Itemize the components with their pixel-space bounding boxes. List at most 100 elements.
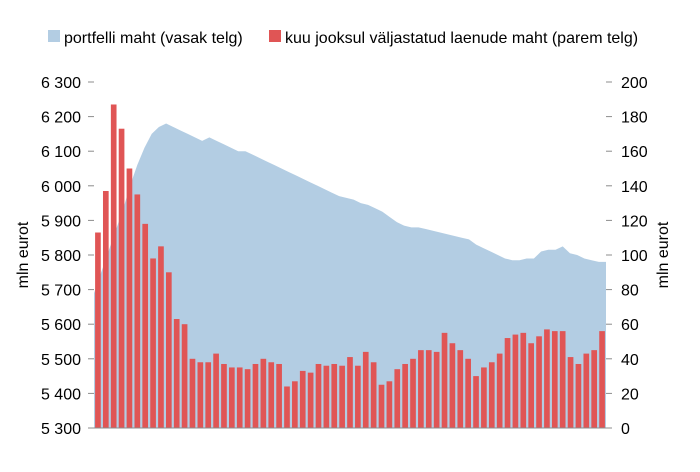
legend-label-loans: kuu jooksul väljastatud laenude maht (pa…: [285, 30, 638, 47]
right-tick-label: 200: [621, 75, 648, 92]
loan-bar: [292, 381, 298, 428]
loan-bar: [567, 357, 574, 428]
legend-label-portfolio: portfelli maht (vasak telg): [64, 30, 243, 47]
loan-bar: [110, 104, 117, 429]
left-tick-label: 6 100: [41, 144, 81, 161]
loan-bar: [118, 128, 125, 428]
loan-bar: [189, 358, 196, 428]
loan-bar: [260, 358, 267, 428]
right-tick-label: 120: [621, 213, 648, 230]
loan-bar: [378, 384, 385, 428]
portfolio-area: [94, 123, 606, 429]
loan-bar: [229, 367, 235, 428]
loan-bar: [134, 194, 141, 428]
loan-bar: [102, 190, 109, 428]
right-tick-label: 80: [621, 283, 639, 300]
left-tick-label: 5 700: [41, 283, 81, 300]
loan-bar: [591, 350, 598, 428]
loan-bar: [150, 258, 156, 428]
left-axis-title: mln eurot: [15, 221, 32, 288]
loan-bar: [394, 369, 401, 428]
right-tick-label: 40: [621, 352, 639, 369]
loan-bar: [142, 223, 149, 428]
loan-bar: [268, 362, 275, 428]
loan-bar: [386, 381, 393, 428]
left-tick-label: 5 800: [41, 248, 81, 265]
loan-bar: [95, 232, 101, 428]
right-tick-label: 100: [621, 248, 648, 265]
left-tick-label: 5 500: [41, 352, 81, 369]
right-tick-label: 0: [621, 421, 630, 438]
loan-bar: [504, 338, 511, 428]
loan-bar: [449, 343, 456, 428]
loan-bar: [418, 350, 424, 428]
loan-bar: [544, 329, 550, 428]
loan-bar: [347, 357, 353, 428]
loan-bar: [181, 324, 188, 428]
loan-bar: [410, 358, 416, 428]
loan-bar: [244, 369, 251, 428]
left-tick-label: 6 200: [41, 110, 81, 127]
loan-bar: [205, 362, 212, 428]
right-tick-label: 60: [621, 317, 639, 334]
loan-bar: [126, 168, 133, 428]
loan-bar: [173, 319, 180, 428]
legend-swatch-loans: [269, 30, 281, 42]
loan-bar: [536, 336, 542, 428]
right-axis-ticks: 0 20 40 60 80 100 120 140 160 180 200: [606, 75, 648, 438]
loan-bar: [307, 372, 314, 428]
loan-bar: [433, 351, 440, 428]
loan-bar: [370, 362, 377, 428]
loan-bar: [299, 370, 306, 428]
right-tick-label: 160: [621, 144, 648, 161]
left-tick-label: 5 300: [41, 421, 81, 438]
loan-bar: [362, 351, 369, 428]
loan-bar: [520, 332, 527, 428]
loan-bar: [339, 365, 345, 428]
loan-bar: [496, 353, 503, 428]
left-tick-label: 5 900: [41, 213, 81, 230]
loan-bar: [457, 350, 464, 428]
loan-bar: [559, 331, 566, 428]
loan-bar: [315, 363, 322, 428]
loan-bar: [575, 363, 582, 428]
left-axis-ticks: 5 300 5 400 5 500 5 600 5 700 5 800 5 900 6 000…: [41, 75, 94, 438]
loan-bar: [276, 363, 282, 428]
loan-bar: [197, 362, 204, 428]
loan-bar: [425, 350, 432, 428]
loan-bar: [236, 367, 243, 428]
loan-bar: [473, 376, 479, 428]
loan-bar: [331, 363, 338, 428]
left-tick-label: 5 400: [41, 386, 81, 403]
loan-bar: [465, 358, 471, 428]
loan-bar: [583, 353, 590, 428]
loan-bar: [551, 331, 558, 428]
left-tick-label: 5 600: [41, 317, 81, 334]
right-tick-label: 180: [621, 110, 648, 127]
loan-bar: [528, 343, 534, 428]
loan-bar: [284, 386, 290, 428]
loan-bar: [488, 362, 495, 428]
legend-swatch-portfolio: [48, 30, 60, 42]
right-axis-title: mln eurot: [655, 221, 672, 288]
legend: portfelli maht (vasak telg) kuu jooksul …: [48, 30, 638, 47]
right-tick-label: 140: [621, 179, 648, 196]
loan-bar: [355, 365, 361, 428]
left-tick-label: 6 300: [41, 75, 81, 92]
loan-bar: [402, 363, 408, 428]
loan-bar: [158, 246, 164, 428]
loan-bar: [213, 353, 219, 428]
loan-bar: [221, 363, 227, 428]
loan-bar: [166, 272, 172, 428]
loan-bar: [512, 334, 519, 428]
left-tick-label: 6 000: [41, 179, 81, 196]
loan-bar: [441, 332, 448, 428]
loan-bar: [252, 363, 259, 428]
right-tick-label: 20: [621, 386, 639, 403]
loan-bar: [323, 365, 330, 428]
bar-layer: [95, 104, 605, 429]
loan-bar: [599, 331, 605, 428]
loan-bar: [481, 367, 487, 428]
area-layer: [94, 123, 606, 429]
